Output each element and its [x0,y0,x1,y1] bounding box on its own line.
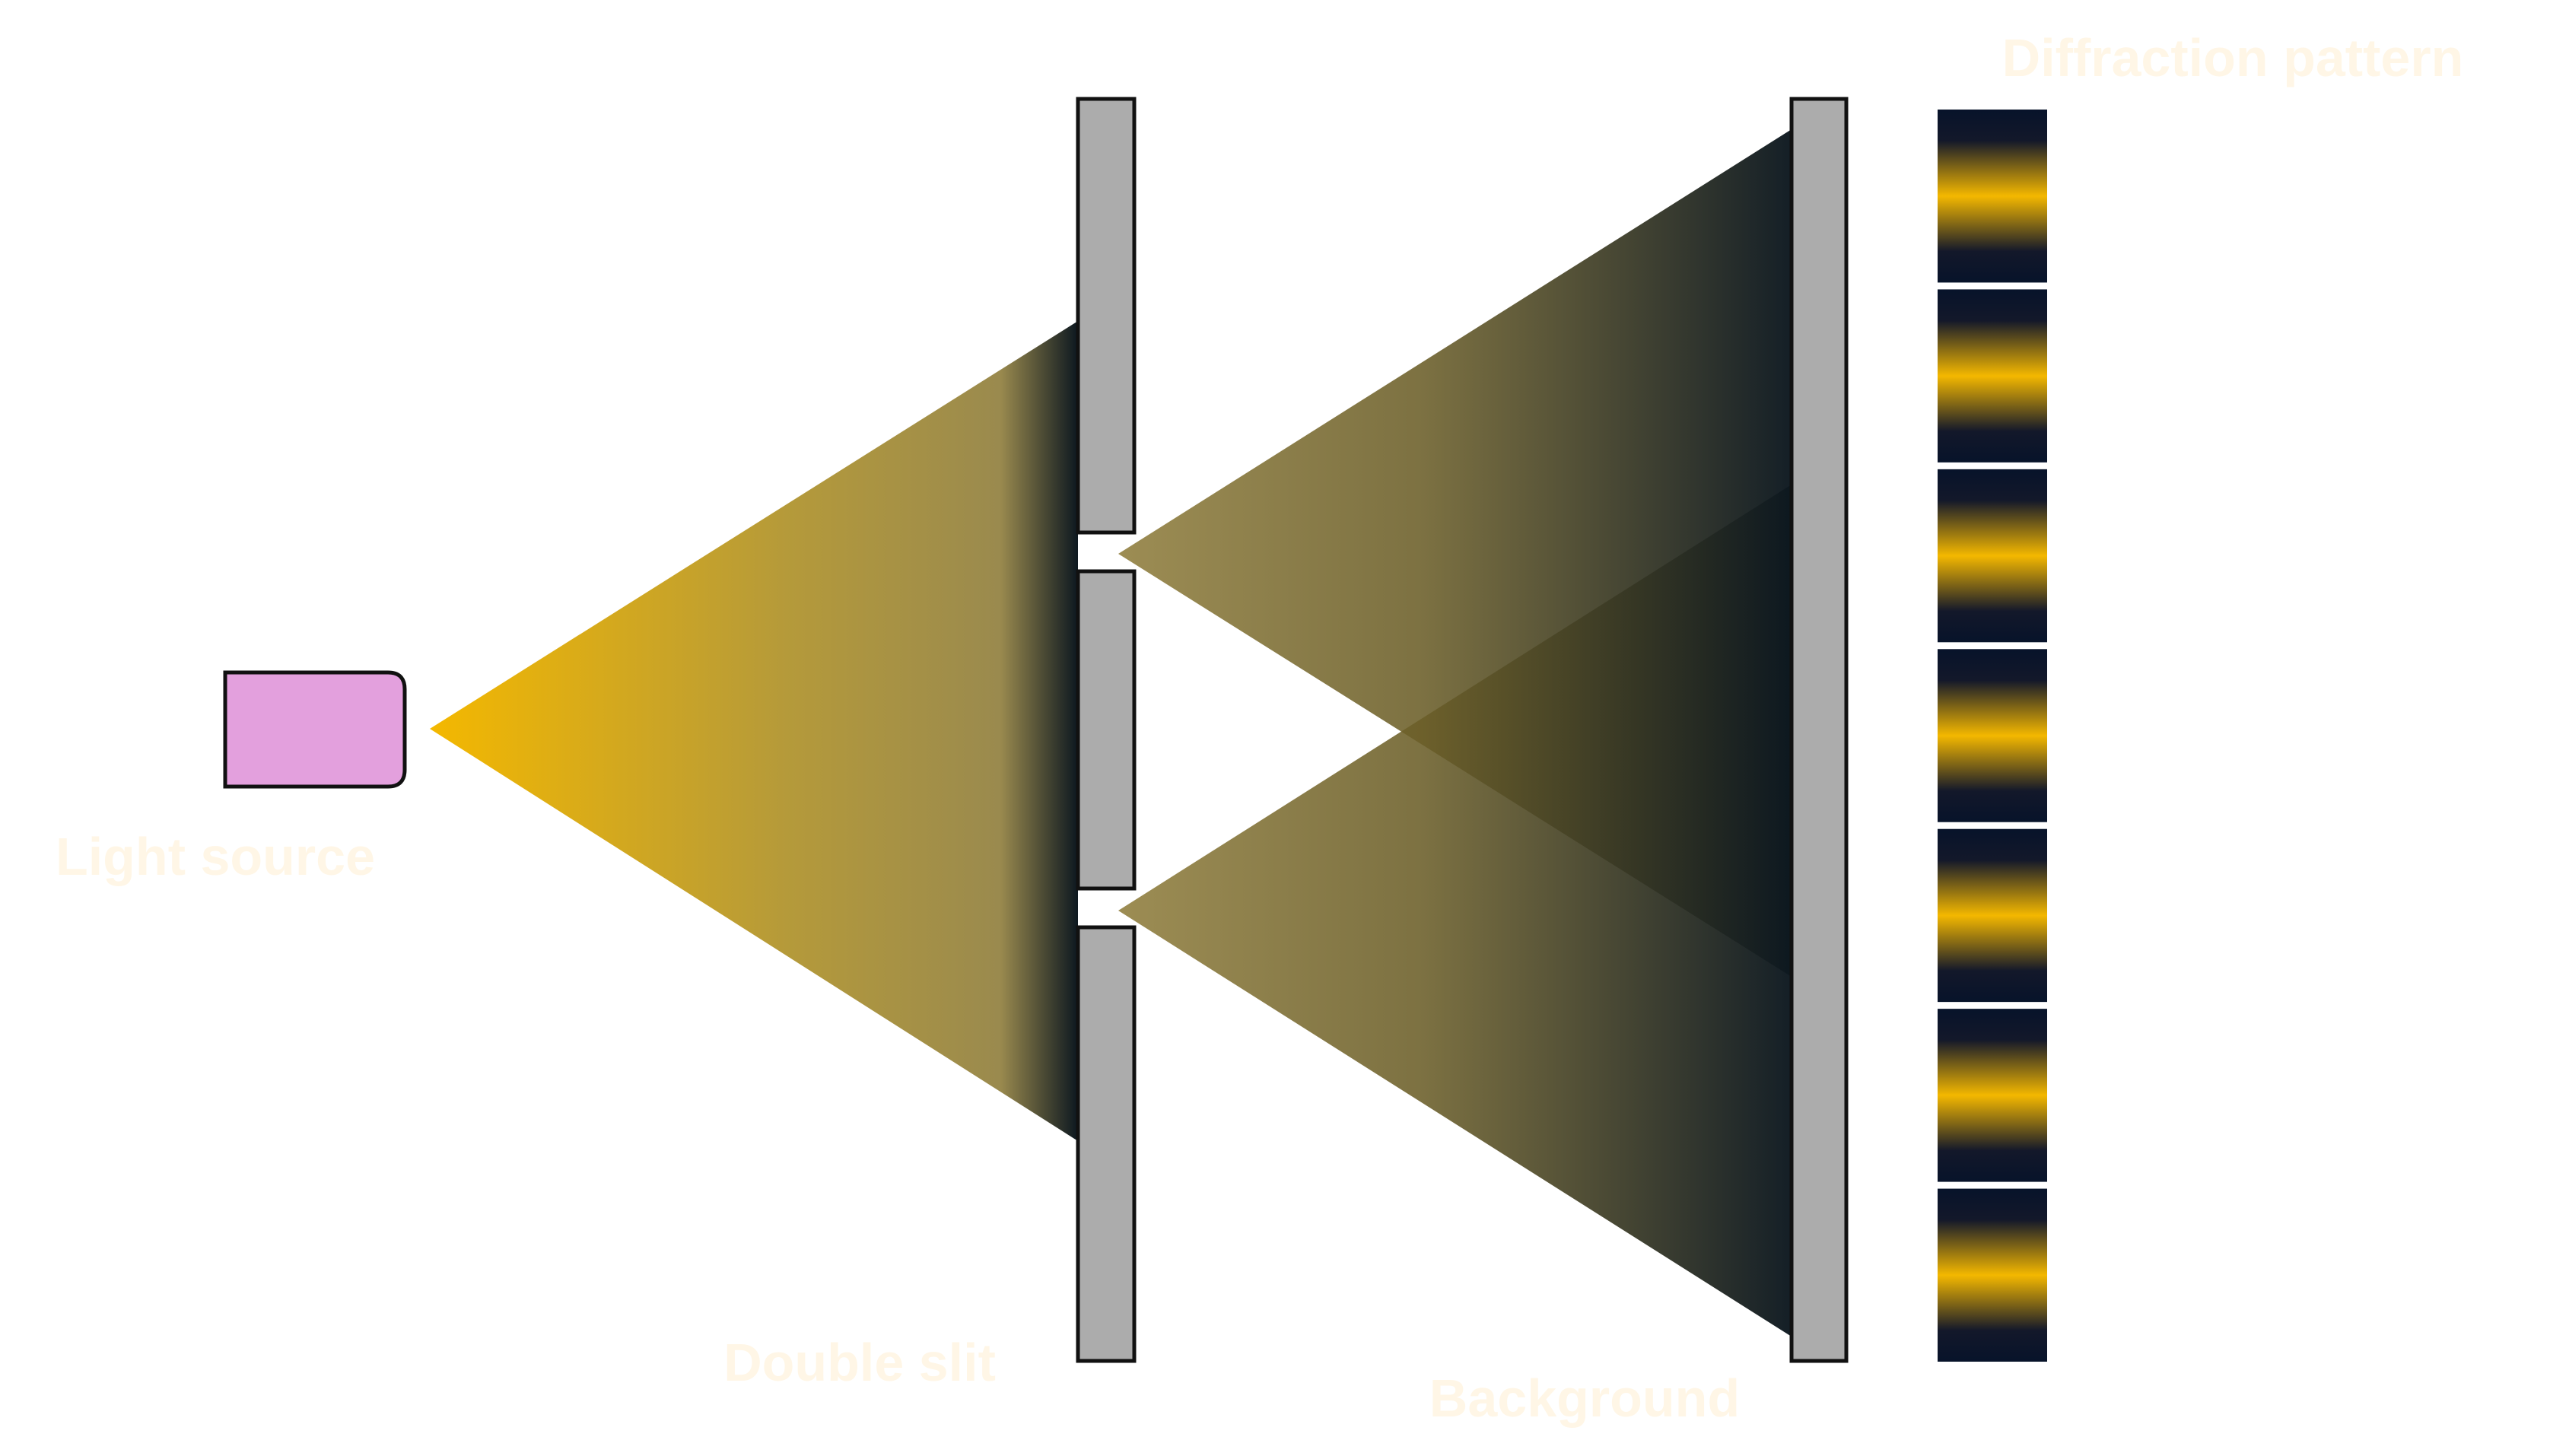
diffraction-fringe [1938,1188,2047,1362]
incident-light-beam [430,321,1078,1141]
diffraction-fringe [1938,110,2047,283]
double-slit-barrier [1076,97,1137,1363]
diffraction-fringe [1938,289,2047,463]
double-slit-label: Double slit [723,1333,996,1392]
light-source-label: Light source [56,827,375,886]
diffraction-pattern [1938,110,2047,1362]
slit-barrier-bottom [1076,925,1137,1363]
diffraction-fringe [1938,828,2047,1003]
light-source-box [223,670,407,789]
background-label: Background [1429,1369,1740,1428]
slit-barrier-top [1076,97,1137,535]
diffraction-fringe [1938,1009,2047,1182]
slit-barrier-middle [1076,569,1137,891]
lower-slit-light-beam [1118,485,1792,1337]
diffraction-fringe [1938,649,2047,822]
diffraction-pattern-label: Diffraction pattern [2002,28,2464,87]
background-screen [1789,97,1849,1363]
diffraction-fringe [1938,469,2047,643]
